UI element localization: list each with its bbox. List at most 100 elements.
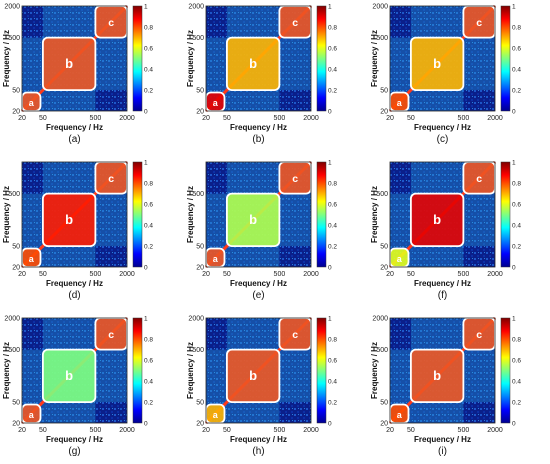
- panel-b: a b c 20 50 500 2000 20 50 500 2000 Frequency / Hz F…: [186, 4, 337, 146]
- region-block-a: [206, 92, 225, 111]
- x-tick-label: 500: [274, 271, 286, 278]
- x-tick-label: 500: [90, 427, 102, 434]
- x-tick-label: 2000: [487, 271, 503, 278]
- colorbar-tick-label: 0.6: [512, 46, 521, 53]
- region-label-b: b: [65, 212, 73, 227]
- region-block-c: [463, 318, 495, 350]
- colorbar-tick-label: 0.4: [328, 379, 337, 386]
- colorbar-tick-label: 0.2: [328, 400, 337, 407]
- region-label-b: b: [65, 368, 73, 383]
- colorbar-tick-label: 0.2: [328, 88, 337, 95]
- region-block-b: [410, 193, 464, 247]
- colorbar-tick-label: 0.4: [328, 223, 337, 230]
- region-block-c: [279, 318, 311, 350]
- colorbar-tick-label: 0.6: [144, 358, 153, 365]
- region-label-c: c: [476, 173, 482, 185]
- region-block-b: [226, 349, 280, 403]
- colorbar: [132, 317, 143, 424]
- region-block-c: [463, 6, 495, 38]
- y-tick-label: 20: [380, 421, 388, 428]
- colorbar-tick-label: 0.4: [144, 67, 153, 74]
- panel-label: (d): [68, 290, 80, 301]
- region-block-c: [95, 162, 127, 194]
- x-tick-label: 2000: [303, 271, 319, 278]
- colorbar-tick-label: 0: [144, 421, 148, 428]
- colorbar-tick-label: 0.2: [328, 244, 337, 251]
- y-tick-label: 2000: [4, 316, 20, 323]
- region-label-c: c: [108, 17, 114, 29]
- region-outline-b: [225, 192, 281, 248]
- y-tick-label: 20: [196, 109, 204, 116]
- x-tick-label: 50: [407, 115, 415, 122]
- y-tick-label: 50: [196, 88, 204, 95]
- colorbar-tick-label: 0: [144, 265, 148, 272]
- y-tick-label: 20: [12, 265, 20, 272]
- colorbar-tick-label: 0.8: [144, 181, 153, 188]
- y-tick-label: 50: [196, 400, 204, 407]
- x-tick-label: 20: [386, 115, 394, 122]
- region-outline-b: [409, 348, 465, 404]
- region-label-c: c: [476, 17, 482, 29]
- colorbar-tick-label: 0.8: [512, 25, 521, 32]
- region-label-a: a: [213, 410, 219, 420]
- y-axis-title: Frequency / Hz: [2, 342, 11, 399]
- region-label-b: b: [433, 56, 441, 71]
- colorbar-tick-label: 0: [328, 265, 332, 272]
- colorbar-tick-label: 0.6: [144, 46, 153, 53]
- x-tick-label: 500: [458, 427, 470, 434]
- y-tick-label: 500: [376, 191, 388, 198]
- colorbar-tick-label: 1: [144, 4, 148, 11]
- region-block-a: [22, 404, 41, 423]
- y-tick-label: 50: [12, 88, 20, 95]
- x-tick-label: 50: [223, 271, 231, 278]
- colorbar-tick-label: 0.6: [512, 358, 521, 365]
- y-axis-title: Frequency / Hz: [186, 30, 195, 87]
- colorbar-tick-label: 0.8: [512, 181, 521, 188]
- panel-c: a b c 20 50 500 2000 20 50 500 2000 Frequency / Hz F…: [370, 4, 521, 146]
- colorbar-tick-label: 0.8: [512, 337, 521, 344]
- colorbar-tick-label: 0.2: [512, 400, 521, 407]
- x-tick-label: 2000: [487, 427, 503, 434]
- region-block-c: [279, 162, 311, 194]
- colorbar-tick-label: 0.6: [512, 202, 521, 209]
- x-tick-label: 2000: [119, 115, 135, 122]
- region-outline-b: [41, 192, 97, 248]
- panel-label: (g): [68, 446, 80, 457]
- y-tick-label: 20: [12, 109, 20, 116]
- x-tick-label: 500: [274, 427, 286, 434]
- region-block-a: [390, 248, 409, 267]
- region-label-c: c: [292, 329, 298, 341]
- plot-frame: [205, 317, 312, 424]
- panel-label: (f): [438, 290, 447, 301]
- plot-frame: [389, 161, 496, 268]
- x-axis-title: Frequency / Hz: [46, 123, 103, 132]
- x-tick-label: 50: [223, 115, 231, 122]
- region-outline-b: [41, 36, 97, 92]
- region-block-c: [95, 318, 127, 350]
- region-block-a: [390, 92, 409, 111]
- region-block-a: [206, 248, 225, 267]
- region-label-a: a: [397, 98, 403, 108]
- colorbar-tick-label: 0.6: [144, 202, 153, 209]
- region-label-b: b: [433, 212, 441, 227]
- region-label-b: b: [65, 56, 73, 71]
- colorbar-tick-label: 0.4: [512, 223, 521, 230]
- plot-frame: [389, 317, 496, 424]
- y-tick-label: 500: [8, 35, 20, 42]
- colorbar-tick-label: 0.8: [144, 337, 153, 344]
- colorbar-tick-label: 0.2: [144, 88, 153, 95]
- y-axis-title: Frequency / Hz: [2, 30, 11, 87]
- colorbar-tick-label: 1: [328, 316, 332, 323]
- colorbar-tick-label: 0.6: [328, 202, 337, 209]
- region-label-b: b: [249, 56, 257, 71]
- region-outline-b: [41, 348, 97, 404]
- region-label-c: c: [108, 329, 114, 341]
- region-label-a: a: [29, 254, 35, 264]
- y-tick-label: 2000: [4, 4, 20, 11]
- plot-frame: [21, 317, 128, 424]
- panel-a: a b c 20 50 500 2000 20 50 500 2000 Frequency / Hz F…: [2, 4, 153, 146]
- x-tick-label: 20: [202, 115, 210, 122]
- y-tick-label: 500: [8, 347, 20, 354]
- colorbar-tick-label: 0.2: [144, 244, 153, 251]
